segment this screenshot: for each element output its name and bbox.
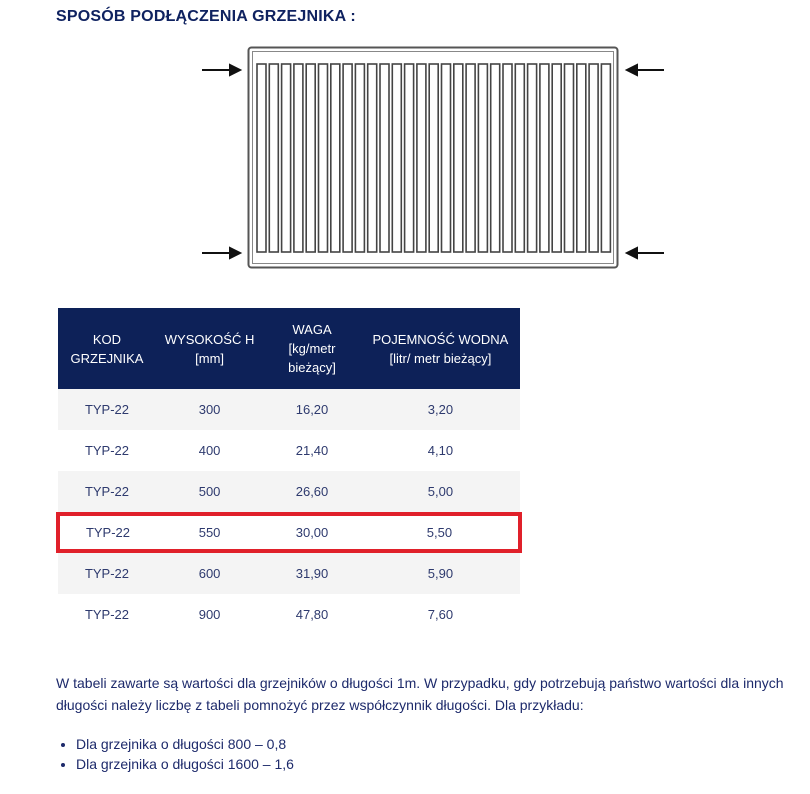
arrow-icon xyxy=(202,63,664,260)
examples-list: Dla grzejnika o długości 800 – 0,8 Dla g… xyxy=(56,734,294,774)
radiator-fin xyxy=(317,63,329,253)
table-cell: 30,00 xyxy=(263,512,361,553)
radiator-fin xyxy=(502,63,513,253)
table-cell: TYP-22 xyxy=(84,607,130,622)
radiator-fin xyxy=(551,63,563,253)
radiator-fin xyxy=(305,63,317,253)
radiator-fin xyxy=(342,63,353,253)
radiator-fin xyxy=(366,63,378,253)
table-cell: 16,20 xyxy=(263,389,361,430)
table-cell: 26,60 xyxy=(263,471,361,514)
header-code: KOD GRZEJNIKA xyxy=(58,308,156,389)
table-row: TYP-22 900 47,80 7,60 xyxy=(58,594,520,635)
table-cell: 7,60 xyxy=(427,607,454,622)
page-title: SPOSÓB PODŁĄCZENIA GRZEJNIKA : xyxy=(56,8,356,25)
radiator-fin xyxy=(600,63,612,253)
radiator-fin xyxy=(588,63,599,253)
table-cell: TYP-22 xyxy=(58,389,156,430)
radiator-fin xyxy=(391,63,403,253)
radiator-fin xyxy=(452,63,464,253)
table-cell: 4,10 xyxy=(427,443,454,458)
radiator-fin xyxy=(354,63,366,253)
table-cell: TYP-22 xyxy=(84,443,130,458)
radiator-fin xyxy=(563,63,575,253)
radiator-fin xyxy=(268,63,280,253)
table-cell: 31,90 xyxy=(263,551,361,594)
radiator-fin xyxy=(477,63,489,253)
radiator-fin xyxy=(379,63,390,253)
table-cell: 5,50 xyxy=(360,512,523,553)
radiator-fin xyxy=(280,63,292,253)
table-cell: 3,20 xyxy=(360,389,520,430)
radiator-fin xyxy=(416,63,427,253)
radiator-fin xyxy=(526,63,538,253)
radiator-fin xyxy=(256,63,267,253)
table-cell: 5,90 xyxy=(360,551,520,594)
table-row: TYP-22 400 21,40 4,10 xyxy=(58,430,520,471)
table-row-highlighted: TYP-22 550 30,00 5,50 xyxy=(56,512,523,553)
radiator-fin xyxy=(539,63,550,253)
radiator-fin xyxy=(440,63,452,253)
table-cell: 500 xyxy=(155,471,264,514)
table-row: TYP-22 300 16,20 3,20 xyxy=(58,389,520,430)
table-row: TYP-22 500 26,60 5,00 xyxy=(58,471,520,514)
radiator-fin xyxy=(428,63,440,253)
table-cell: 47,80 xyxy=(295,607,329,622)
table-cell: 550 xyxy=(155,512,264,553)
radiator-fin xyxy=(465,63,476,253)
radiator-fin xyxy=(514,63,526,253)
note-text: W tabeli zawarte są wartości dla grzejni… xyxy=(56,675,784,713)
radiator-fin xyxy=(489,63,501,253)
radiator-fin xyxy=(293,63,304,253)
list-item: Dla grzejnika o długości 1600 – 1,6 xyxy=(76,754,294,774)
header-height: WYSOKOŚĆ H [mm] xyxy=(155,308,264,389)
table-cell: TYP-22 xyxy=(58,471,156,514)
table-cell: TYP-22 xyxy=(58,551,156,594)
table-cell: 21,40 xyxy=(295,443,329,458)
table-cell: 5,00 xyxy=(360,471,520,514)
radiator-fin xyxy=(575,63,587,253)
radiator-fin xyxy=(403,63,415,253)
table-cell: TYP-22 xyxy=(56,512,156,553)
header-weight: WAGA [kg/metr bieżący] xyxy=(263,308,361,389)
table-row: TYP-22 600 31,90 5,90 xyxy=(58,551,520,594)
table-cell: 900 xyxy=(198,607,221,622)
radiator-diagram xyxy=(202,46,664,269)
radiator-table: KOD GRZEJNIKA WYSOKOŚĆ H [mm] WAGA [kg/m… xyxy=(56,308,523,635)
table-cell: 600 xyxy=(155,551,264,594)
table-cell: 400 xyxy=(198,443,221,458)
radiator-fin xyxy=(329,63,341,253)
header-capacity: POJEMNOŚĆ WODNA [litr/ metr bieżący] xyxy=(360,308,520,389)
list-item: Dla grzejnika o długości 800 – 0,8 xyxy=(76,734,294,754)
table-cell: 300 xyxy=(155,389,264,430)
